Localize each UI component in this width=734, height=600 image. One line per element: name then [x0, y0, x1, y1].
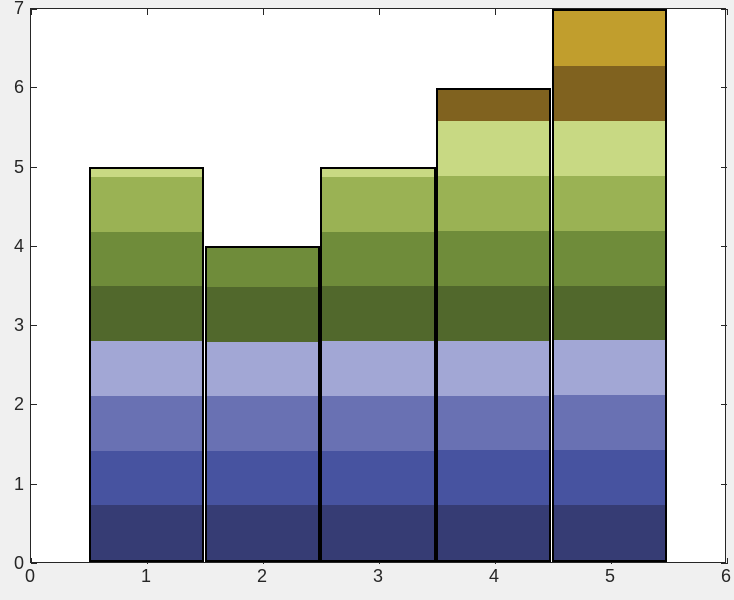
x-tick-label: 1	[140, 566, 151, 586]
y-tick-label: 4	[13, 235, 24, 256]
bar-band	[322, 341, 434, 396]
y-tick-label: 5	[13, 156, 24, 177]
x-tick-mark	[31, 558, 32, 564]
bar-band	[553, 120, 666, 176]
y-tick-mark	[721, 563, 727, 564]
bar-band	[437, 231, 550, 286]
bar-band	[553, 175, 666, 231]
bar-band	[553, 65, 666, 121]
bar-band	[206, 287, 319, 342]
bar-band	[90, 341, 203, 396]
bar-band	[90, 176, 203, 232]
bar	[435, 88, 552, 562]
bar-band	[206, 248, 319, 287]
x-tick-label: 5	[604, 566, 615, 586]
y-tick-label: 6	[13, 77, 24, 98]
x-tick-label: 0	[24, 566, 35, 586]
bar-band	[322, 286, 434, 342]
bar-band	[553, 285, 666, 341]
y-tick-mark	[721, 404, 727, 406]
x-tick-label: 3	[372, 566, 383, 586]
bar-band	[553, 450, 666, 506]
x-tick-mark	[263, 9, 264, 15]
bar-band	[437, 340, 550, 396]
bar	[551, 9, 668, 562]
y-tick-mark	[721, 245, 727, 247]
bar-band	[322, 231, 434, 287]
y-tick-mark	[31, 245, 37, 247]
y-tick-mark	[721, 9, 727, 10]
plot-area	[30, 8, 728, 564]
y-tick-mark	[31, 404, 37, 406]
y-tick-mark	[31, 166, 37, 168]
x-tick-label: 6	[720, 566, 731, 586]
bar-band	[90, 286, 203, 342]
bar-band	[90, 505, 203, 560]
y-tick-label: 3	[13, 315, 24, 336]
x-tick-mark	[727, 558, 728, 564]
bar-band	[553, 230, 666, 286]
bar-band	[90, 169, 203, 177]
bar-band	[437, 395, 550, 451]
bar	[320, 167, 436, 562]
bar-band	[437, 121, 550, 177]
y-tick-label: 0	[13, 553, 24, 573]
y-tick-mark	[31, 483, 37, 485]
x-tick-mark	[379, 9, 380, 15]
y-tick-mark	[31, 563, 37, 564]
bar	[88, 167, 205, 562]
y-tick-mark	[31, 9, 37, 10]
bar-band	[90, 395, 203, 451]
y-tick-mark	[721, 87, 727, 89]
x-tick-mark	[495, 9, 496, 15]
bar-band	[206, 341, 319, 397]
bar-band	[206, 505, 319, 560]
bar-band	[437, 176, 550, 231]
bar-band	[322, 450, 434, 506]
y-tick-mark	[31, 325, 37, 327]
bar-band	[322, 169, 434, 177]
y-tick-mark	[721, 325, 727, 327]
y-tick-mark	[721, 166, 727, 168]
bar-band	[322, 505, 434, 560]
bar-band	[437, 90, 550, 122]
y-tick-mark	[31, 87, 37, 89]
bar-band	[437, 505, 550, 560]
x-tick-label: 2	[256, 566, 267, 586]
bar-band	[437, 285, 550, 341]
y-tick-mark	[721, 483, 727, 485]
x-tick-label: 4	[488, 566, 499, 586]
bar	[204, 246, 321, 562]
bar-band	[322, 395, 434, 451]
bar-band	[90, 450, 203, 506]
y-tick-label: 7	[13, 0, 24, 18]
bar-band	[553, 505, 666, 560]
y-tick-label: 1	[13, 473, 24, 494]
bar-band	[553, 11, 666, 66]
y-tick-label: 2	[13, 394, 24, 415]
bar-band	[553, 395, 666, 451]
bar-band	[437, 450, 550, 506]
bar-band	[322, 176, 434, 232]
x-tick-mark	[31, 9, 32, 15]
bar-band	[553, 340, 666, 396]
bar-band	[90, 231, 203, 287]
x-tick-mark	[147, 9, 148, 15]
x-tick-mark	[727, 9, 728, 15]
bar-band	[206, 450, 319, 506]
bar-band	[206, 396, 319, 451]
